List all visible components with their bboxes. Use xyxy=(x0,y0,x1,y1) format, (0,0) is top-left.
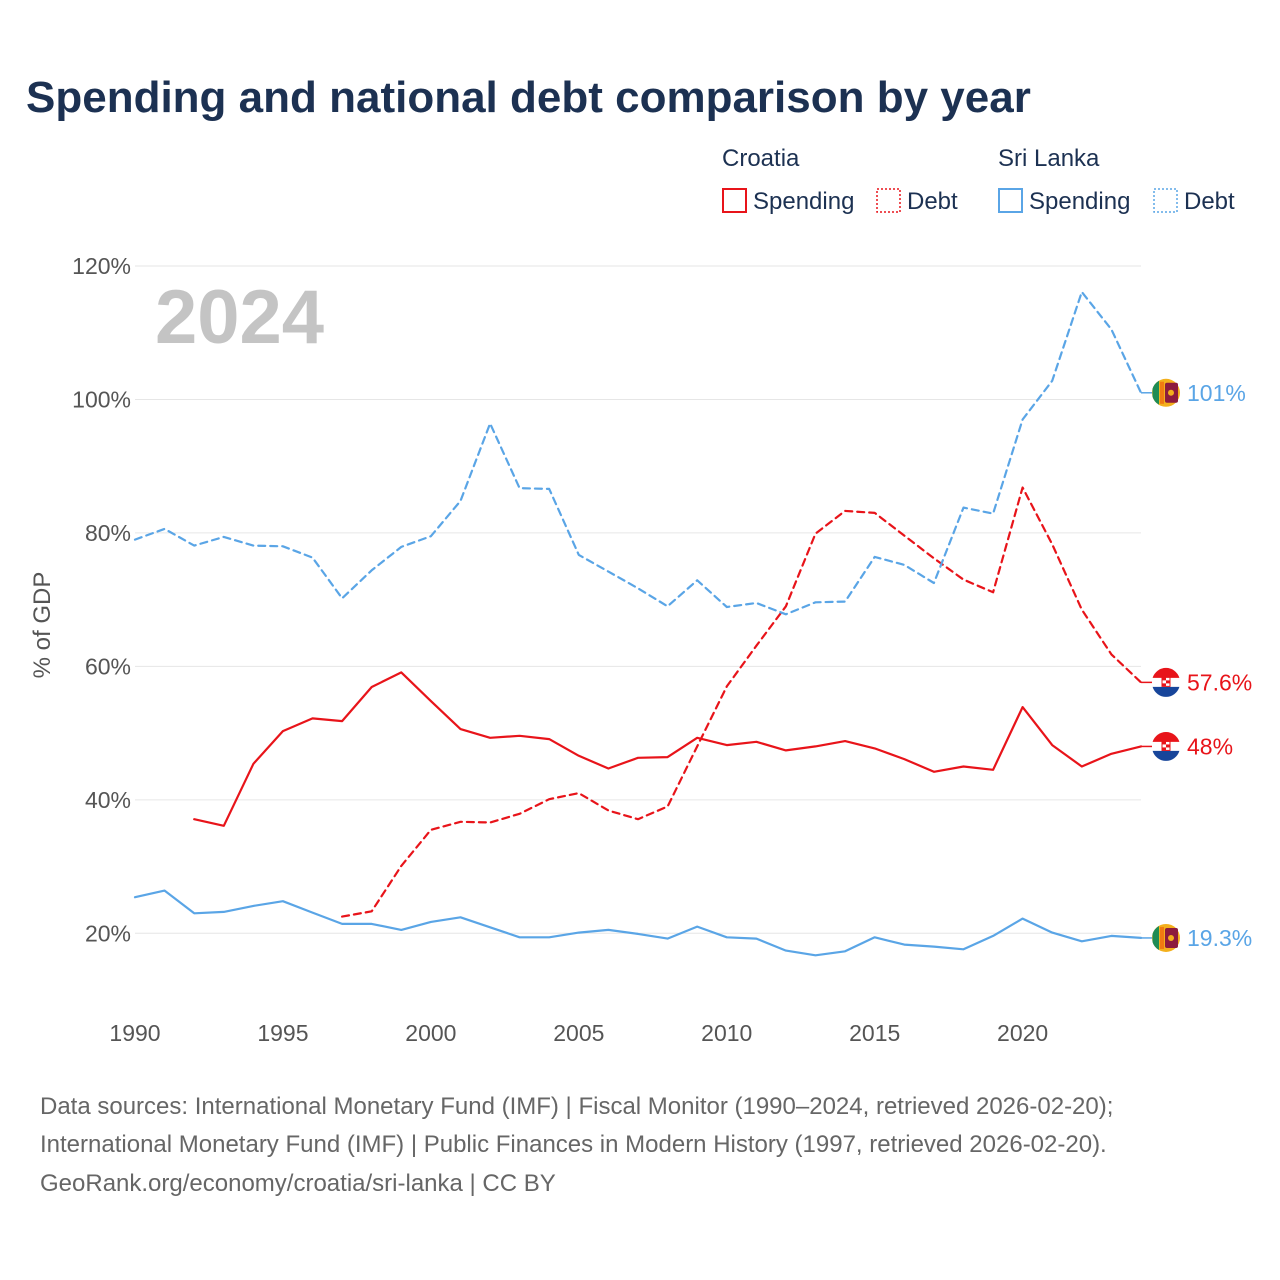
legend-label-sri-lanka-debt: Debt xyxy=(1184,188,1235,215)
series-croatia-spending xyxy=(193,671,1143,827)
end-value-label: 57.6% xyxy=(1187,669,1252,695)
end-value-label: 48% xyxy=(1187,733,1233,759)
source-line-3: GeoRank.org/economy/croatia/sri-lanka | … xyxy=(40,1170,556,1197)
sri-lanka-flag-icon xyxy=(1152,378,1180,407)
legend: Croatia Spending Debt Sri Lanka Spending… xyxy=(722,145,1235,215)
y-axis-ticks: 20% 40% 60% 80% 100% 120% xyxy=(72,253,131,946)
legend-label-sri-lanka-spending: Spending xyxy=(1029,188,1130,215)
y-tick-label: 40% xyxy=(85,787,131,813)
x-tick-label: 2020 xyxy=(997,1020,1048,1046)
x-tick-label: 1995 xyxy=(257,1020,308,1046)
end-markers: 48% 57.6% 19.3% 101% xyxy=(1141,378,1252,952)
x-tick-label: 2005 xyxy=(553,1020,604,1046)
x-tick-label: 2000 xyxy=(405,1020,456,1046)
legend-group-croatia: Croatia xyxy=(722,145,800,172)
x-tick-label: 2010 xyxy=(701,1020,752,1046)
sri-lanka-flag-icon xyxy=(1152,923,1180,952)
end-value-label: 19.3% xyxy=(1187,925,1252,951)
y-tick-label: 60% xyxy=(85,653,131,679)
legend-swatch-sri-lanka-debt xyxy=(1153,188,1178,213)
legend-group-sri-lanka: Sri Lanka xyxy=(998,145,1100,172)
legend-label-croatia-debt: Debt xyxy=(907,188,958,215)
series-sri-lanka-spending xyxy=(133,889,1143,957)
y-tick-label: 120% xyxy=(72,253,131,279)
end-value-label: 101% xyxy=(1187,380,1246,406)
y-tick-label: 20% xyxy=(85,920,131,946)
chart-title: Spending and national debt comparison by… xyxy=(26,73,1031,122)
legend-swatch-sri-lanka-spending xyxy=(998,188,1023,213)
y-axis-label: % of GDP xyxy=(29,572,56,679)
legend-label-croatia-spending: Spending xyxy=(753,188,854,215)
legend-swatch-croatia-spending xyxy=(722,188,747,213)
grid xyxy=(135,265,1141,934)
source-line-1: Data sources: International Monetary Fun… xyxy=(40,1093,1113,1120)
legend-swatch-croatia-debt xyxy=(876,188,901,213)
x-tick-label: 2015 xyxy=(849,1020,900,1046)
series-croatia-debt xyxy=(341,486,1143,918)
source-line-2: International Monetary Fund (IMF) | Publ… xyxy=(40,1131,1107,1158)
croatia-flag-icon xyxy=(1152,731,1180,761)
croatia-flag-icon xyxy=(1152,667,1180,697)
y-tick-label: 100% xyxy=(72,386,131,412)
series-lines xyxy=(133,290,1143,957)
y-tick-label: 80% xyxy=(85,520,131,546)
series-sri-lanka-debt xyxy=(133,290,1143,616)
x-tick-label: 1990 xyxy=(109,1020,160,1046)
x-axis-ticks: 1990 1995 2000 2005 2010 2015 2020 xyxy=(109,1020,1048,1046)
year-watermark: 2024 xyxy=(155,275,324,360)
